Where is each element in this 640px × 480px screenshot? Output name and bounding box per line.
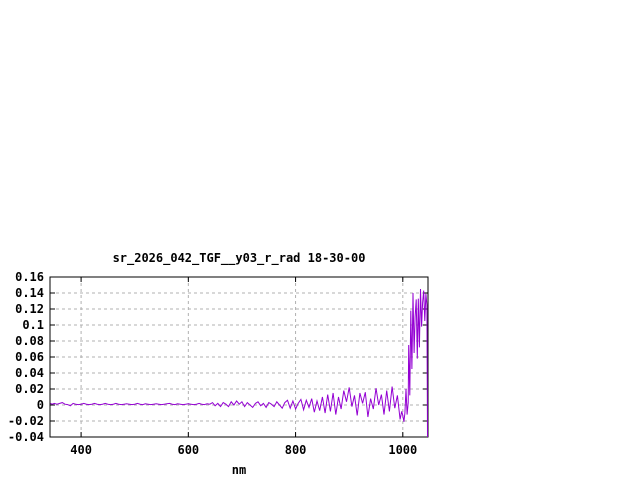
y-tick-label: -0.04: [7, 430, 44, 444]
y-tick-label: 0.16: [15, 270, 44, 284]
chart-title: sr_2026_042_TGF__y03_r_rad 18-30-00: [112, 251, 366, 265]
plot-border: [49, 276, 429, 438]
y-tick-label: -0.02: [7, 414, 44, 428]
y-tick-label: 0: [36, 398, 44, 412]
y-tick-label: 0.12: [15, 302, 44, 316]
y-tick-label: 0.04: [15, 366, 44, 380]
y-tick-label: 0.1: [22, 318, 44, 332]
y-tick-label: 0.08: [15, 334, 44, 348]
y-tick-label: 0.02: [15, 382, 44, 396]
y-tick-label: 0.14: [15, 286, 44, 300]
x-tick-label: 1000: [388, 443, 418, 457]
data-line: [50, 288, 428, 438]
x-axis-label: nm: [231, 463, 247, 477]
x-tick-label: 400: [70, 443, 92, 457]
y-tick-label: 0.06: [15, 350, 44, 364]
x-tick-label: 600: [177, 443, 200, 457]
x-tick-label: 800: [284, 443, 307, 457]
